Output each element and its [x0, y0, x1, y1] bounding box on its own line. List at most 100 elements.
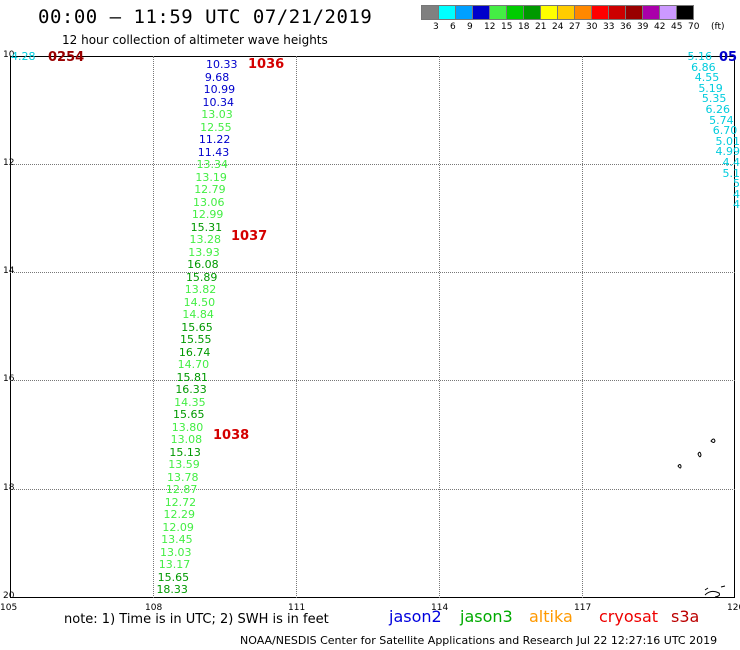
wave-height-value: 5 — [733, 177, 740, 191]
map-title: 00:00 – 11:59 UTC 07/21/2019 — [38, 6, 373, 28]
wave-height-value: 13.08 — [170, 433, 203, 446]
wave-height-value: 4.55 — [694, 71, 720, 85]
lon-label: 111 — [288, 603, 306, 613]
legend-label: 21 — [535, 22, 547, 32]
wave-height-value: 13.80 — [171, 420, 204, 434]
satellite-altika: altika — [529, 607, 573, 626]
wave-height-value: 12.99 — [191, 208, 224, 221]
lat-label: 16 — [3, 374, 15, 384]
wave-height-value: 10.33 — [206, 58, 238, 71]
wave-height-value: 12.72 — [164, 495, 197, 509]
wave-height-value: 15.65 — [157, 570, 190, 584]
legend-label: 3 — [433, 22, 439, 32]
wave-height-value: 16.08 — [187, 258, 219, 271]
wave-height-value: 13.17 — [158, 558, 191, 571]
legend-label: 27 — [569, 22, 581, 32]
wave-height-value: 13.28 — [189, 233, 221, 246]
parallel-line — [10, 164, 735, 165]
color-legend-labels: 3 6 9 12 15 18 21 24 27 30 33 36 39 42 45 70 (ft) — [421, 22, 740, 34]
footer-note: note: 1) Time is in UTC; 2) SWH is in fe… — [64, 612, 329, 627]
map-frame — [10, 56, 735, 598]
wave-height-value: 13.82 — [184, 283, 217, 296]
parallel-line — [10, 489, 735, 490]
wave-height-value: 12.79 — [194, 183, 226, 196]
legend-label: 30 — [586, 22, 598, 32]
lat-label: 20 — [3, 591, 15, 601]
satellite-s3a: s3a — [671, 607, 700, 626]
wave-height-value: 5.01 — [715, 134, 740, 148]
legend-label: 36 — [620, 22, 632, 32]
track-right-time: 05 — [719, 50, 738, 65]
wave-height-value: 11.43 — [197, 145, 230, 159]
wave-height-value: 9.68 — [204, 70, 230, 84]
lon-label: 117 — [574, 603, 592, 613]
wave-height-value: 4.99 — [715, 145, 740, 159]
parallel-line — [10, 380, 735, 381]
wave-height-value: 13.93 — [188, 245, 220, 259]
wave-height-value: 6.26 — [705, 103, 731, 116]
meridian-line — [582, 56, 583, 598]
satellite-jason3: jason3 — [460, 607, 513, 626]
wave-height-value: 15.65 — [172, 408, 205, 421]
island-3 — [677, 464, 682, 469]
wave-height-value: 15.31 — [190, 220, 223, 234]
wave-height-value: 13.34 — [196, 158, 229, 171]
wave-height-value: 4 — [733, 187, 740, 201]
wave-height-value: 13.59 — [168, 458, 200, 471]
meridian-line — [296, 56, 297, 598]
map-subtitle: 12 hour collection of altimeter wave hei… — [62, 33, 328, 47]
legend-label: 18 — [518, 22, 530, 32]
meridian-line — [439, 56, 440, 598]
wave-height-value: 12.55 — [200, 120, 232, 134]
color-legend — [421, 5, 694, 20]
wave-height-value: 15.89 — [185, 270, 218, 284]
wave-height-value: 15.65 — [181, 320, 213, 334]
parallel-line — [10, 272, 735, 273]
legend-label: 33 — [603, 22, 615, 32]
wave-height-value: 4 — [733, 198, 740, 212]
legend-label: 42 — [654, 22, 666, 32]
lon-label: 114 — [431, 603, 449, 613]
track-left-time: 0254 — [48, 50, 85, 65]
wave-height-value: 14.84 — [182, 308, 214, 321]
wave-height-value: 16.74 — [178, 345, 211, 359]
wave-height-value: 14.35 — [174, 395, 206, 409]
wave-height-value: 12.09 — [162, 520, 194, 534]
legend-swatch — [676, 5, 694, 20]
lat-label: 18 — [3, 483, 15, 493]
wave-height-value: 10.34 — [202, 95, 234, 109]
track-time-label: 1036 — [248, 57, 285, 72]
lon-label: 120 — [727, 603, 740, 613]
wave-height-value: 6.86 — [691, 60, 716, 74]
wave-height-value: 13.78 — [167, 470, 199, 484]
wave-height-value: 5.35 — [701, 92, 727, 106]
wave-height-value: 15.55 — [180, 333, 212, 346]
wave-height-value: 5.19 — [698, 81, 723, 95]
meridian-line — [153, 56, 154, 598]
wave-height-value: 14.50 — [183, 295, 216, 309]
wave-height-value: 6.70 — [712, 124, 738, 138]
satellite-cryosat: cryosat — [599, 607, 659, 626]
legend-label: 39 — [637, 22, 649, 32]
island-1 — [710, 438, 716, 443]
wave-height-value: 14.70 — [177, 358, 210, 371]
wave-height-value: 10.99 — [203, 83, 236, 96]
wave-height-value: 11.22 — [198, 133, 231, 146]
lat-label: 12 — [3, 158, 15, 168]
legend-label: 15 — [501, 22, 513, 32]
wave-height-value: 13.19 — [195, 170, 227, 184]
wave-height-value: 5.74 — [709, 113, 734, 127]
wave-height-value: 12.29 — [163, 508, 196, 521]
lat-label: 10 — [3, 50, 15, 60]
track-time-label: 1038 — [213, 428, 250, 443]
wave-height-value: 13.45 — [161, 533, 193, 546]
legend-label: 12 — [484, 22, 496, 32]
track-time-label: 1037 — [231, 229, 268, 244]
legend-label: 6 — [450, 22, 456, 32]
wave-height-value: 13.03 — [201, 108, 233, 121]
wave-height-value: 5.1 — [722, 166, 740, 180]
wave-height-value: 16.33 — [175, 383, 207, 396]
wave-height-value: 15.81 — [176, 370, 209, 384]
legend-label: 24 — [552, 22, 564, 32]
